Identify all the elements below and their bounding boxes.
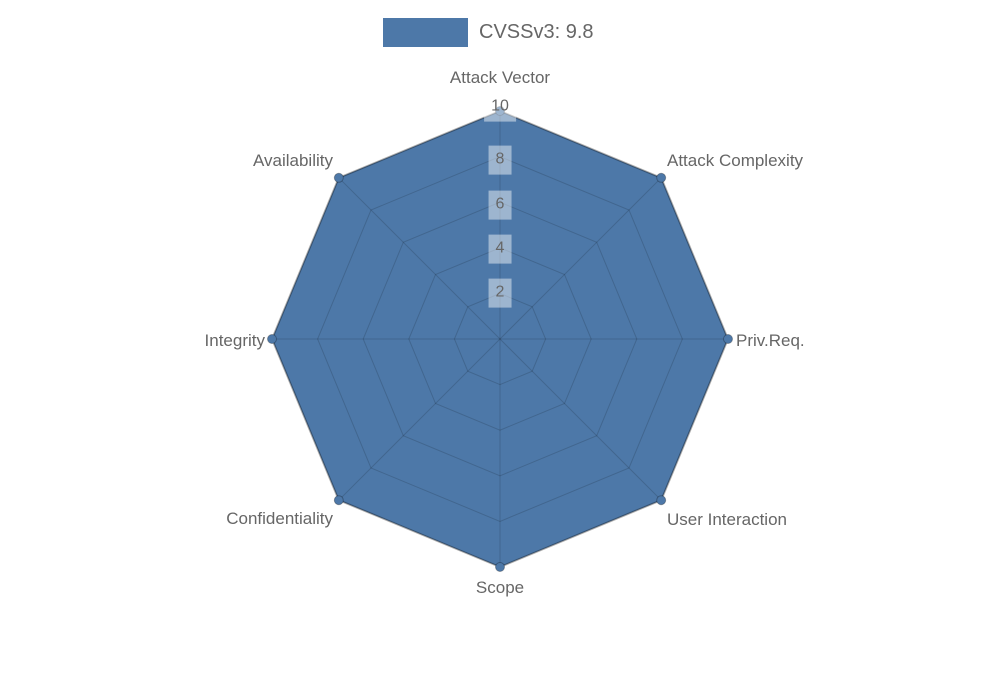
tick-label-10: 10: [484, 92, 516, 122]
axis-label-attack-complexity: Attack Complexity: [667, 151, 804, 170]
legend-label: CVSSv3: 9.8: [479, 21, 594, 43]
axis-label-attack-vector: Attack Vector: [449, 68, 551, 87]
axis-label-priv-req: Priv.Req.: [736, 331, 805, 350]
tick-label-6: 6: [488, 190, 512, 220]
axis-label-confidentiality: Confidentiality: [226, 509, 333, 528]
radar-point-marker: [333, 172, 344, 183]
radar-point-marker: [656, 172, 667, 183]
radar-grid-ring: [453, 292, 547, 386]
axis-label-user-interaction: User Interaction: [667, 510, 787, 529]
radar-point-marker: [333, 495, 344, 506]
radar-angle-line: [499, 338, 662, 501]
radar-grid-ring: [362, 201, 638, 477]
radar-angle-line: [338, 177, 501, 340]
radar-series-fill: [272, 111, 728, 567]
radar-point-marker: [723, 334, 733, 344]
axis-label-availability: Availability: [252, 151, 333, 170]
tick-label-4: 4: [488, 234, 512, 264]
radar-grid-ring: [408, 247, 592, 431]
axis-label-scope: Scope: [475, 578, 525, 597]
legend: CVSSv3: 9.8: [383, 18, 594, 47]
radar-point-marker: [656, 495, 667, 506]
legend-swatch: [383, 18, 468, 47]
tick-label-2: 2: [488, 278, 512, 308]
radar-angle-line: [338, 338, 501, 501]
radar-point-marker: [495, 562, 505, 572]
legend-item[interactable]: CVSSv3: 9.8: [383, 18, 594, 47]
radar-angle-line: [499, 177, 662, 340]
radar-point-marker: [495, 106, 505, 116]
radar-grid-ring: [317, 156, 683, 522]
tick-label-8: 8: [488, 145, 512, 175]
radar-point-marker: [267, 334, 277, 344]
axis-label-integrity: Integrity: [204, 331, 265, 350]
